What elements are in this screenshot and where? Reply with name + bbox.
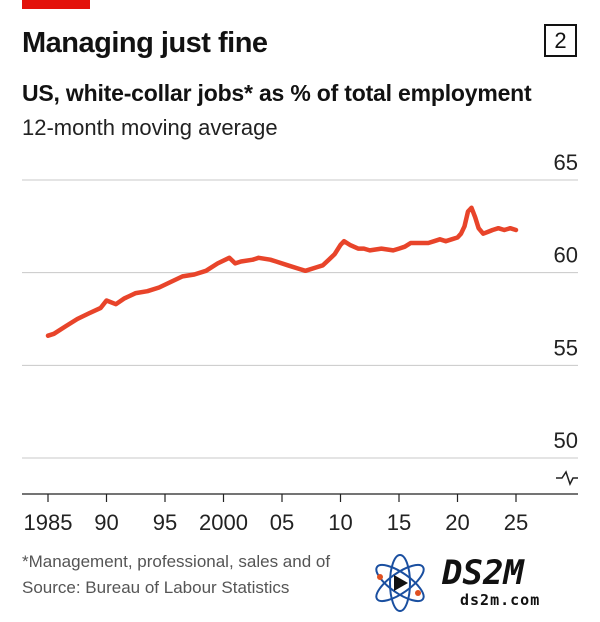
axis-break-icon	[556, 470, 578, 486]
series-line-white-collar-share	[45, 205, 519, 338]
x-axis	[22, 493, 578, 502]
footnote: *Management, professional, sales and of	[22, 552, 331, 571]
x-tick-label-05: 05	[270, 510, 294, 535]
watermark-logo: DS2M ds2m.com	[362, 549, 600, 617]
source-note: Source: Bureau of Labour Statistics	[22, 578, 290, 597]
chart-title: Managing just fine	[22, 27, 268, 59]
line-chart: 50 55 60 65 1985 90 95 2000 05 10 15 20 25	[22, 150, 578, 535]
atom-icon	[375, 554, 425, 612]
chart-number-badge: 2	[544, 24, 577, 57]
watermark-logo-subtext: ds2m.com	[460, 591, 541, 609]
y-tick-label-55: 55	[554, 335, 578, 360]
y-tick-label-65: 65	[554, 150, 578, 175]
chart-subsubtitle: 12-month moving average	[22, 115, 278, 140]
y-tick-label-60: 60	[554, 243, 578, 268]
grid-layer	[22, 179, 578, 486]
x-tick-labels: 1985 90 95 2000 05 10 15 20 25	[24, 510, 529, 535]
x-tick-label-2000: 2000	[199, 510, 248, 535]
x-tick-label-15: 15	[387, 510, 411, 535]
y-tick-labels: 50 55 60 65	[554, 150, 578, 453]
x-tick-label-25: 25	[504, 510, 528, 535]
x-tick-label-20: 20	[445, 510, 469, 535]
watermark-logo-text: DS2M	[442, 553, 524, 593]
chart-subtitle: US, white-collar jobs* as % of total emp…	[22, 80, 532, 106]
brand-red-tag	[22, 0, 90, 9]
x-tick-label-1985: 1985	[24, 510, 73, 535]
x-tick-label-90: 90	[94, 510, 118, 535]
x-tick-label-95: 95	[153, 510, 177, 535]
x-tick-label-10: 10	[328, 510, 352, 535]
y-tick-label-50: 50	[554, 428, 578, 453]
series-layer	[45, 205, 519, 338]
